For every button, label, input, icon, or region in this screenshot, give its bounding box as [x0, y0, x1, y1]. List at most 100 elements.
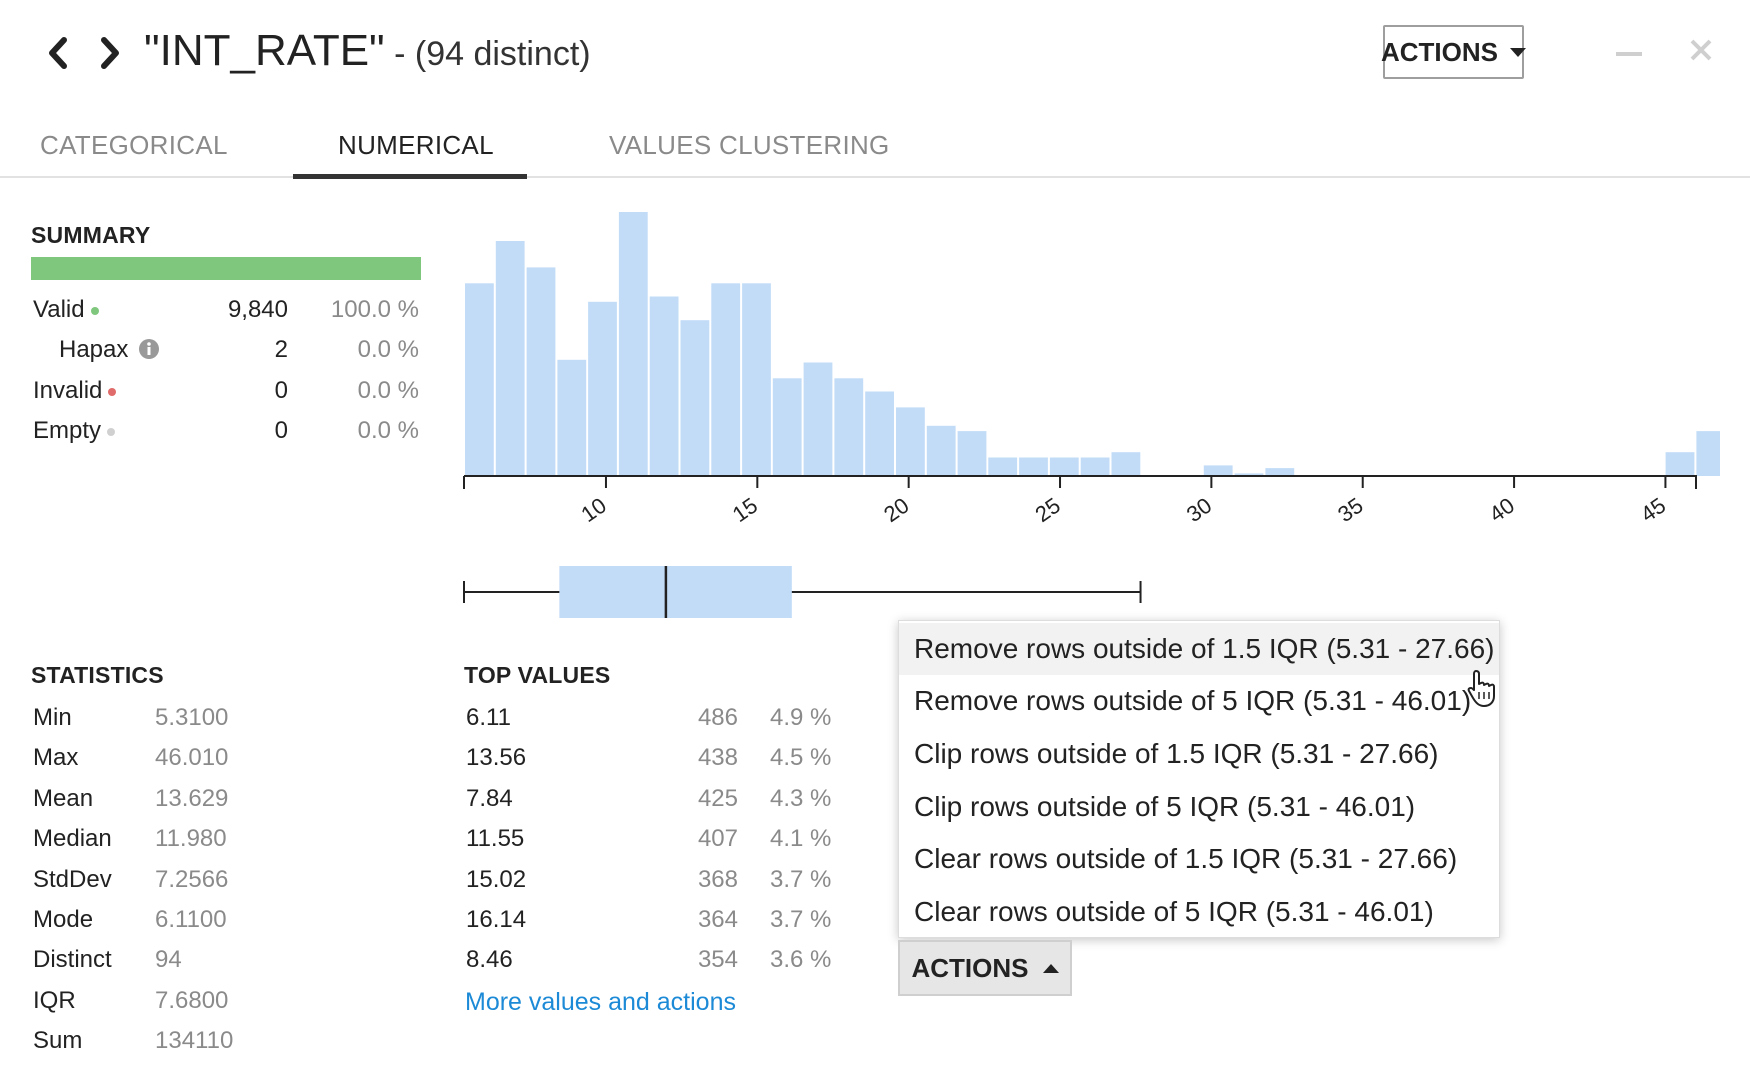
stat-value-min: 5.3100 — [155, 704, 229, 731]
stat-label-stddev: StdDev — [33, 866, 112, 893]
info-icon[interactable] — [138, 338, 160, 360]
stat-value-iqr: 7.6800 — [155, 987, 229, 1014]
histogram-bar — [680, 320, 710, 476]
top-value-pct: 3.7 % — [770, 906, 832, 933]
stat-label-distinct: Distinct — [33, 946, 112, 973]
x-axis-tick-label: 20 — [879, 493, 913, 528]
x-axis-tick-label: 25 — [1031, 493, 1065, 528]
histogram-bar — [742, 283, 771, 476]
tab-numerical[interactable]: NUMERICAL — [338, 130, 494, 160]
close-icon[interactable] — [1683, 32, 1719, 68]
histogram-bar — [1234, 473, 1264, 476]
top-value: 6.11 — [466, 704, 511, 731]
actions-label: ACTIONS — [911, 952, 1029, 983]
minimize-icon[interactable] — [1616, 52, 1642, 56]
top-value: 7.84 — [466, 785, 513, 812]
histogram-bar — [588, 301, 617, 476]
stat-value-distinct: 94 — [155, 946, 182, 973]
x-axis-tick-label: 10 — [576, 493, 610, 528]
menu-item-remove-1-5-iqr[interactable]: Remove rows outside of 1.5 IQR (5.31 - 2… — [899, 623, 1499, 675]
summary-count-valid: 9,840 — [227, 296, 288, 323]
stat-value-mean: 13.629 — [155, 785, 229, 812]
more-values-link[interactable]: More values and actions — [465, 988, 736, 1016]
valid-dot-icon — [90, 306, 99, 315]
histogram-chart: 10 15 20 25 30 35 40 45 — [463, 212, 1720, 618]
actions-button-top[interactable]: ACTIONS — [1381, 25, 1526, 79]
menu-item-remove-5-iqr[interactable]: Remove rows outside of 5 IQR (5.31 - 46.… — [914, 685, 1472, 716]
stat-label-min: Min — [33, 704, 72, 731]
top-value: 11.55 — [466, 825, 525, 852]
hand-cursor-icon — [1467, 670, 1495, 707]
x-axis-tick-label: 15 — [728, 493, 762, 528]
menu-item-clear-1-5-iqr[interactable]: Clear rows outside of 1.5 IQR (5.31 - 27… — [914, 843, 1458, 874]
summary-label-empty: Empty — [33, 417, 116, 445]
tab-values-clustering[interactable]: VALUES CLUSTERING — [609, 130, 890, 160]
top-value-pct: 4.1 % — [770, 825, 832, 852]
caret-up-icon — [1042, 963, 1059, 973]
histogram-bar — [526, 267, 556, 476]
top-value: 8.46 — [466, 946, 513, 973]
histogram-bar — [1696, 431, 1720, 476]
histogram-bar — [1203, 465, 1233, 476]
stat-label-mode: Mode — [33, 906, 94, 933]
column-title: "INT_RATE" - (94 distinct) — [144, 26, 591, 76]
histogram-bar — [1265, 468, 1295, 476]
histogram-bar — [1019, 457, 1048, 476]
summary-pct-invalid: 0.0 % — [357, 377, 419, 404]
histogram-bar — [1665, 452, 1695, 476]
actions-label: ACTIONS — [1381, 36, 1498, 67]
summary-pct-valid: 100.0 % — [330, 296, 419, 323]
top-value-count: 354 — [697, 946, 738, 973]
distinct-count: - (94 distinct) — [384, 35, 591, 73]
top-value-pct: 4.5 % — [770, 744, 832, 771]
stat-label-iqr: IQR — [33, 987, 76, 1014]
summary-pct-hapax: 0.0 % — [357, 336, 419, 363]
valid-proportion-bar — [31, 257, 421, 280]
actions-dropdown-menu: Remove rows outside of 1.5 IQR (5.31 - 2… — [898, 620, 1500, 938]
empty-dot-icon — [107, 427, 116, 436]
actions-button-bottom[interactable]: ACTIONS — [898, 940, 1072, 996]
tabs-divider — [0, 176, 1750, 178]
x-axis-tick-label: 40 — [1485, 493, 1519, 528]
top-value-count: 407 — [697, 825, 738, 852]
top-value-pct: 3.6 % — [770, 946, 832, 973]
summary-count-invalid: 0 — [274, 377, 288, 404]
histogram-bar — [1049, 457, 1079, 476]
summary-label-invalid: Invalid — [33, 377, 117, 405]
summary-heading: SUMMARY — [31, 222, 151, 248]
histogram-bar — [772, 378, 802, 476]
menu-item-clip-5-iqr[interactable]: Clip rows outside of 5 IQR (5.31 - 46.01… — [914, 791, 1416, 822]
previous-arrow-icon[interactable] — [36, 28, 80, 78]
next-arrow-icon[interactable] — [88, 28, 132, 78]
top-value-pct: 4.9 % — [770, 704, 832, 731]
histogram-bar — [618, 212, 648, 476]
top-value-count: 486 — [697, 704, 738, 731]
top-value-count: 438 — [697, 744, 738, 771]
stat-value-mode: 6.1100 — [155, 906, 227, 933]
histogram-bar — [495, 241, 525, 476]
histogram-bar — [557, 359, 587, 476]
histogram-bar — [1111, 452, 1141, 476]
menu-item-clear-5-iqr[interactable]: Clear rows outside of 5 IQR (5.31 - 46.0… — [914, 896, 1434, 927]
summary-count-empty: 0 — [274, 417, 288, 444]
boxplot-iqr-box — [559, 566, 792, 618]
stat-label-median: Median — [33, 825, 112, 852]
top-value-pct: 4.3 % — [770, 785, 832, 812]
summary-pct-empty: 0.0 % — [357, 417, 419, 444]
active-tab-indicator — [293, 174, 527, 179]
top-value-count: 364 — [697, 906, 738, 933]
caret-down-icon — [1510, 47, 1526, 57]
statistics-heading: STATISTICS — [31, 662, 164, 688]
menu-item-clip-1-5-iqr[interactable]: Clip rows outside of 1.5 IQR (5.31 - 27.… — [914, 738, 1439, 769]
stat-label-mean: Mean — [33, 785, 94, 812]
stat-value-median: 11.980 — [155, 825, 227, 852]
histogram-bar — [649, 296, 679, 476]
x-axis-tick-label: 30 — [1182, 493, 1216, 528]
top-value: 13.56 — [466, 744, 527, 771]
tab-categorical[interactable]: CATEGORICAL — [40, 130, 228, 160]
histogram-bar — [957, 431, 987, 476]
histogram-bar — [896, 407, 925, 476]
summary-count-hapax: 2 — [274, 336, 288, 363]
invalid-dot-icon — [108, 387, 117, 396]
top-value: 16.14 — [466, 906, 527, 933]
